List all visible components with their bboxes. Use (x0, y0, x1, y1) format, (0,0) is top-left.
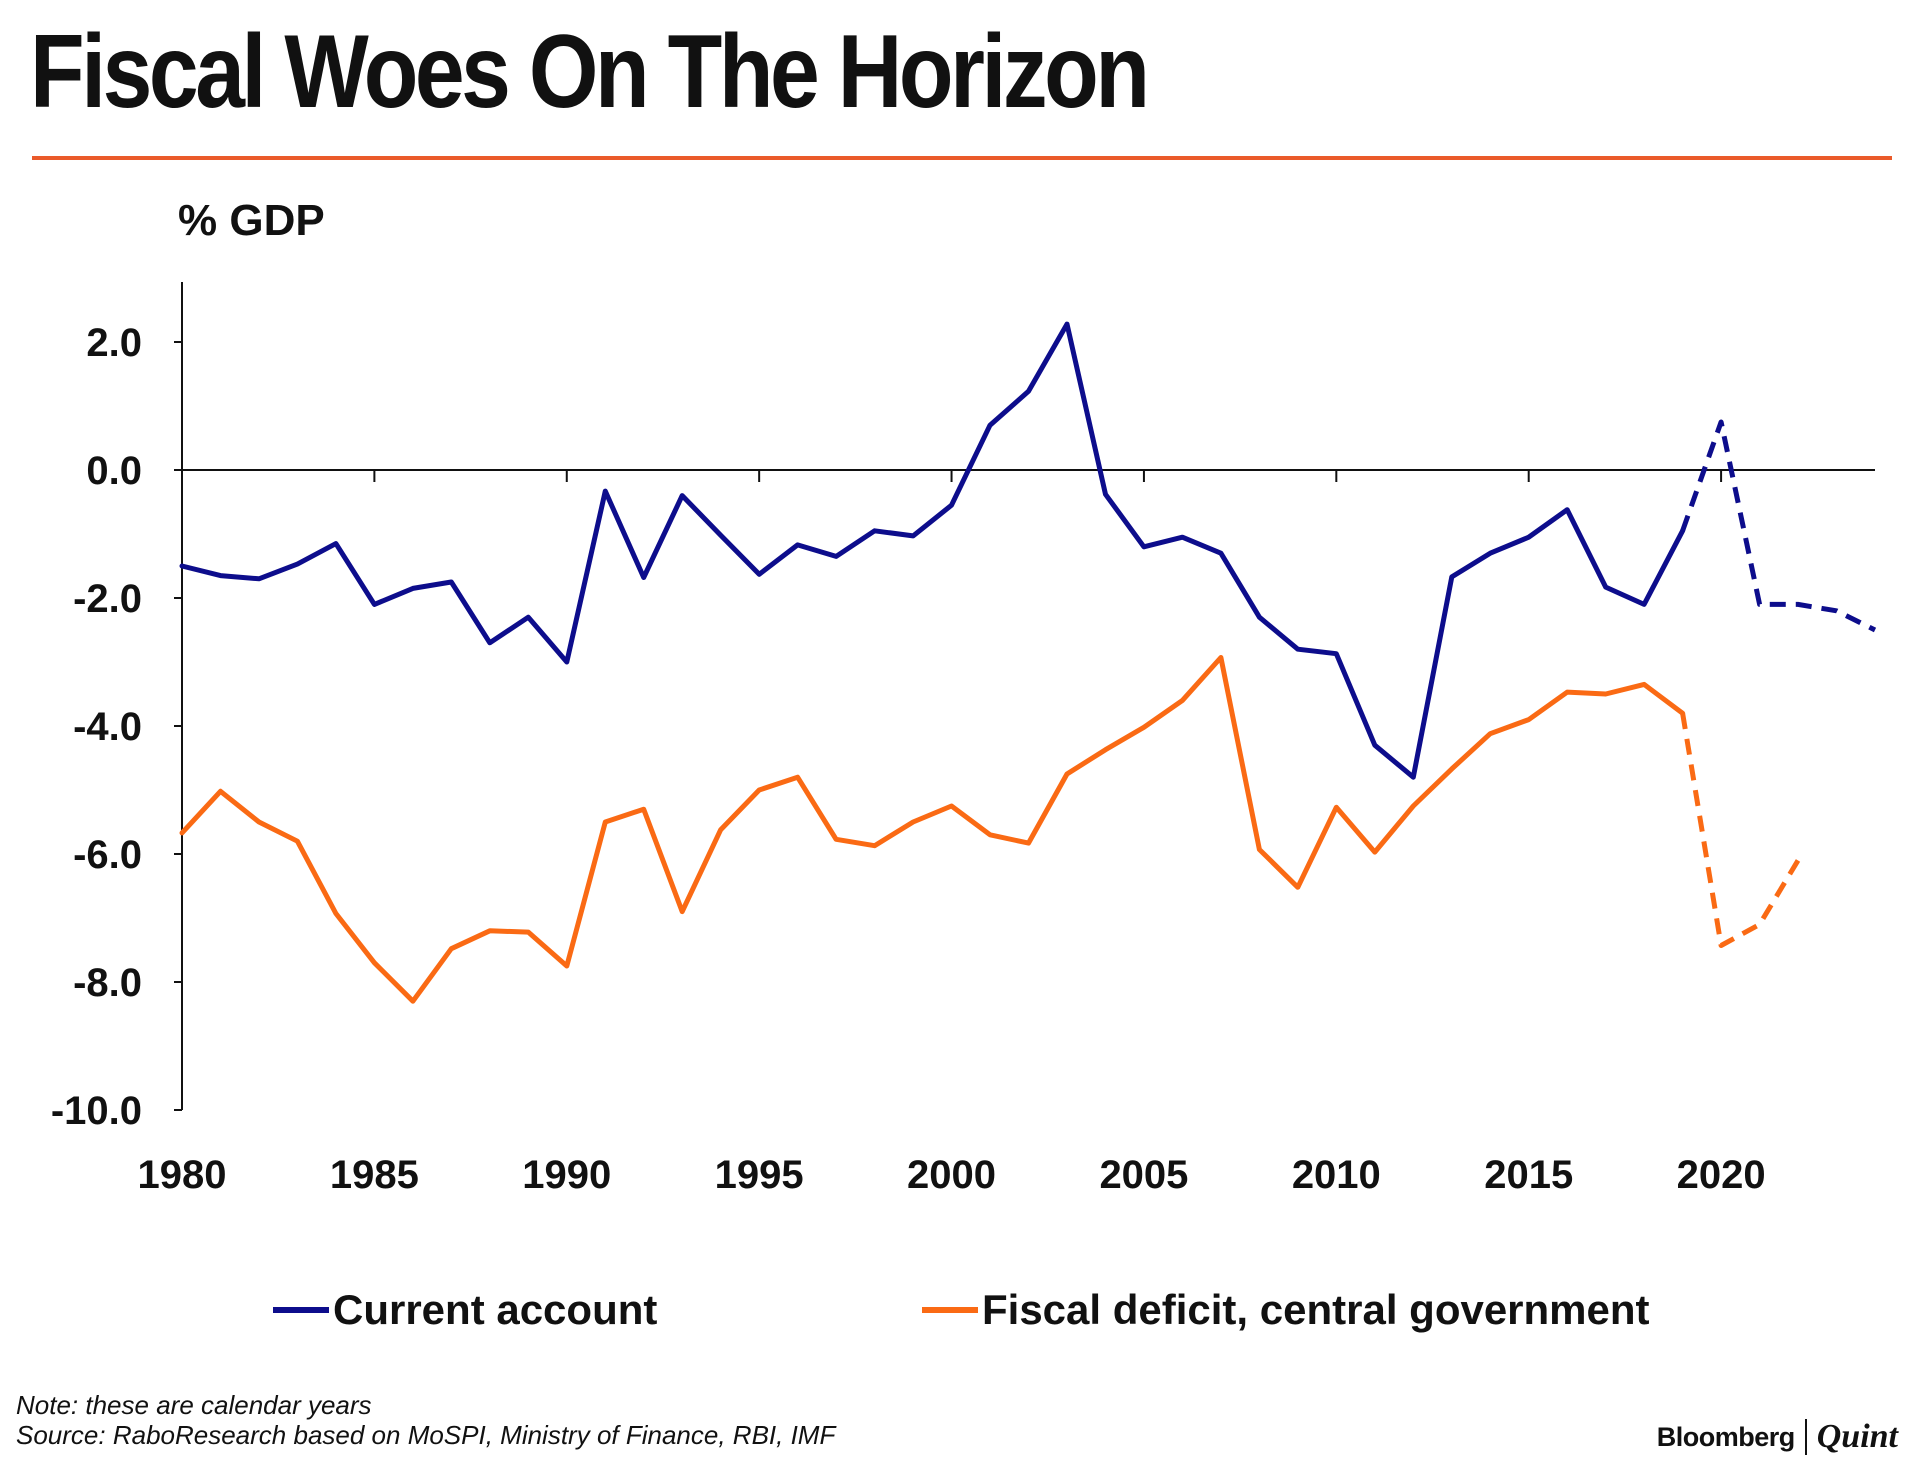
chart-legend: Current account Fiscal deficit, central g… (273, 1286, 1650, 1333)
x-tick-label: 1980 (138, 1153, 227, 1197)
y-axis-ticks: 2.0 0.0 -2.0 -4.0 -6.0 -8.0 -10.0 (51, 321, 182, 1133)
y-tick-label: -6.0 (73, 833, 142, 877)
x-tick-label: 2015 (1484, 1153, 1573, 1197)
y-tick-label: 0.0 (86, 449, 142, 493)
x-tick-label: 1995 (715, 1153, 804, 1197)
fiscal-deficit-central-government-line-projected (1680, 712, 1801, 948)
current-account-line-actual (179, 321, 1686, 780)
x-tick-label: 2020 (1677, 1153, 1766, 1197)
legend-label-current-account: Current account (333, 1286, 657, 1333)
chart-series (179, 321, 1877, 1004)
y-tick-label: -8.0 (73, 961, 142, 1005)
brand-primary-wordmark: Bloomberg (1656, 1421, 1796, 1452)
publisher-logo: Bloomberg Quint (1657, 1418, 1898, 1456)
fiscal-deficit-central-government-line-actual (179, 655, 1686, 1004)
chart-axes (181, 282, 1875, 1110)
brand-divider (1804, 1419, 1807, 1455)
legend-label-fiscal-deficit: Fiscal deficit, central government (982, 1286, 1650, 1333)
y-tick-label: -2.0 (73, 577, 142, 621)
y-tick-label: -4.0 (73, 705, 142, 749)
brand-secondary-wordmark: Quint (1816, 1418, 1898, 1455)
title-divider (32, 156, 1892, 160)
y-axis-unit-label: % GDP (178, 196, 325, 245)
x-tick-label: 2005 (1099, 1153, 1188, 1197)
chart-note: Note: these are calendar years (16, 1390, 372, 1420)
x-axis-ticks: 1980 1985 1990 1995 2000 2005 2010 2015 2020 (138, 470, 1766, 1197)
y-tick-label: -10.0 (51, 1089, 142, 1133)
current-account-line-projected (1680, 419, 1877, 633)
chart-source: Source: RaboResearch based on MoSPI, Min… (16, 1420, 836, 1450)
x-tick-label: 2010 (1292, 1153, 1381, 1197)
x-tick-label: 1990 (522, 1153, 611, 1197)
x-tick-label: 1985 (330, 1153, 419, 1197)
y-tick-label: 2.0 (86, 321, 142, 365)
chart-title: Fiscal Woes On The Horizon (30, 14, 1150, 130)
x-tick-label: 2000 (907, 1153, 996, 1197)
